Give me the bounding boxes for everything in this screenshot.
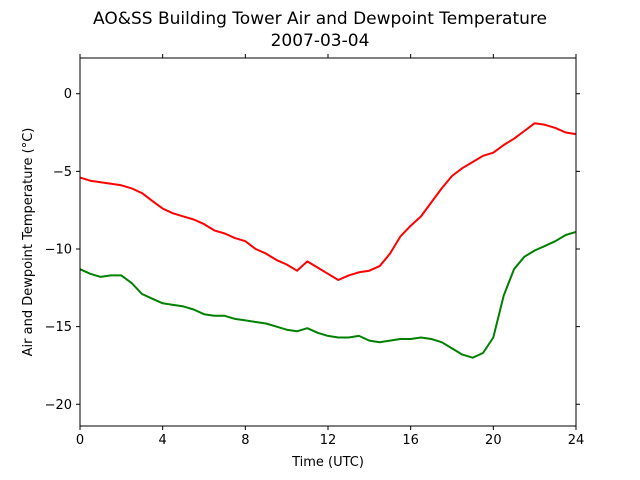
x-tick-label: 16 — [402, 433, 419, 448]
x-tick-label: 4 — [159, 433, 167, 448]
chart-title: AO&SS Building Tower Air and Dewpoint Te… — [93, 9, 547, 29]
y-axis-label: Air and Dewpoint Temperature (°C) — [21, 128, 36, 357]
x-tick-label: 12 — [320, 433, 337, 448]
y-tick-label: −5 — [53, 165, 72, 180]
x-tick-label: 20 — [485, 433, 502, 448]
y-tick-label: −10 — [45, 242, 72, 257]
x-tick-label: 0 — [76, 433, 84, 448]
axis-ticks: 0 4 8 12 16 20 24 0 −5 −10 −15 −20 — [45, 54, 585, 448]
series-line-1 — [79, 230, 577, 359]
plot-frame — [79, 57, 577, 427]
x-axis-label: Time (UTC) — [291, 455, 364, 470]
x-tick-label: 8 — [241, 433, 249, 448]
y-tick-label: 0 — [64, 87, 72, 102]
y-tick-label: −15 — [45, 320, 72, 335]
chart-subtitle: 2007-03-04 — [271, 31, 370, 51]
y-tick-label: −20 — [45, 398, 72, 413]
x-tick-label: 24 — [568, 433, 585, 448]
series-line-0 — [79, 122, 577, 281]
plot-lines — [79, 122, 577, 359]
